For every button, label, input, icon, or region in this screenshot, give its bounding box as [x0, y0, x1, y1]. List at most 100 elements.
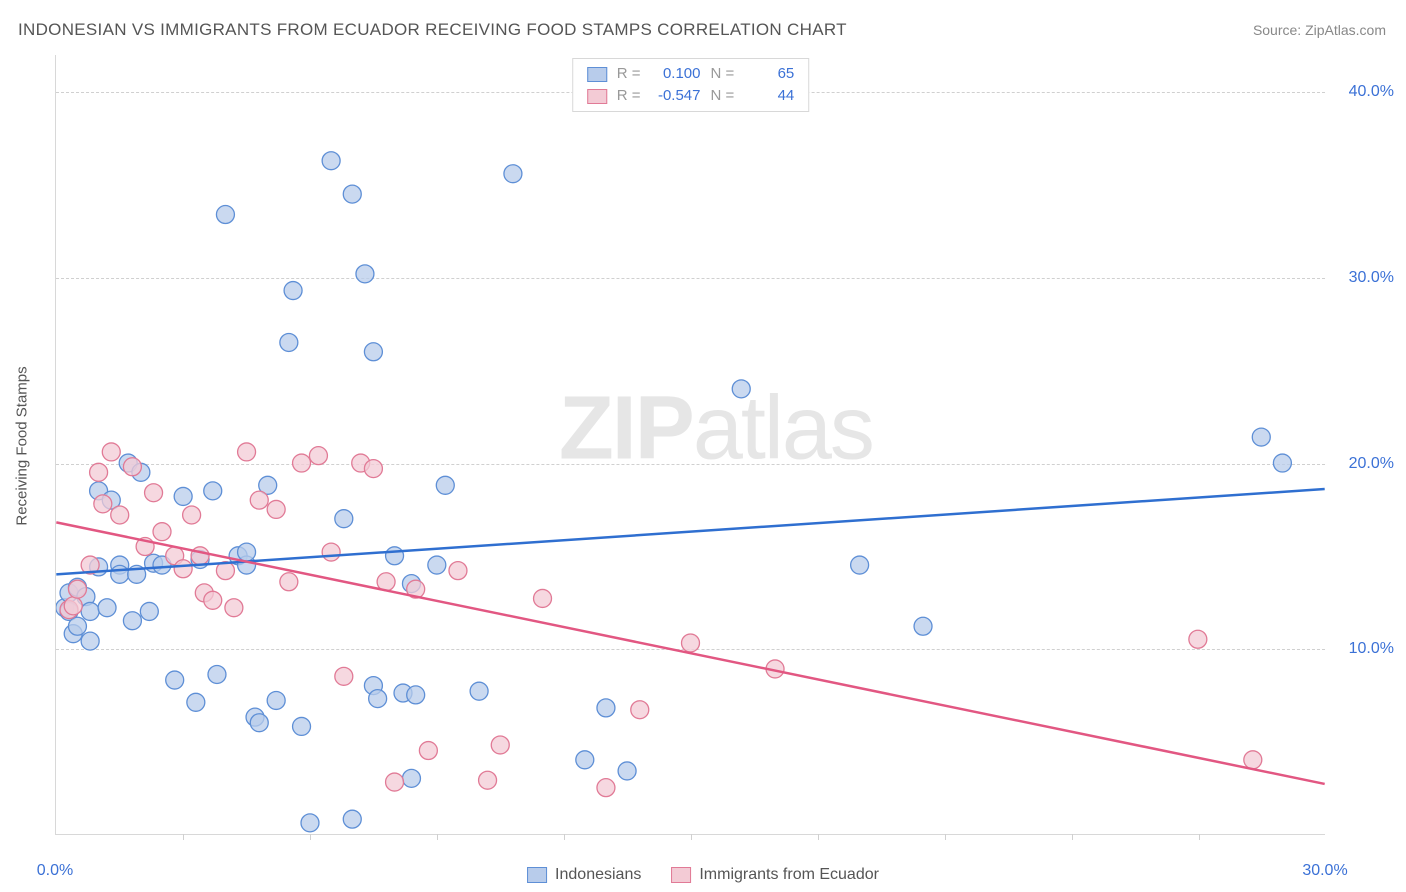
scatter-point-indonesians [504, 165, 522, 183]
chart-svg [56, 55, 1325, 834]
scatter-point-indonesians [428, 556, 446, 574]
scatter-point-indonesians [267, 691, 285, 709]
scatter-point-ecuador [364, 460, 382, 478]
scatter-point-ecuador [280, 573, 298, 591]
scatter-point-indonesians [470, 682, 488, 700]
scatter-point-indonesians [301, 814, 319, 832]
source-label: Source: ZipAtlas.com [1253, 22, 1386, 38]
r-value: -0.547 [651, 85, 701, 107]
x-tick [1199, 834, 1200, 840]
scatter-point-ecuador [386, 773, 404, 791]
x-tick-label: 0.0% [37, 862, 73, 880]
y-tick-label: 10.0% [1349, 640, 1394, 658]
scatter-point-indonesians [174, 487, 192, 505]
scatter-point-indonesians [68, 617, 86, 635]
scatter-point-ecuador [322, 543, 340, 561]
scatter-point-ecuador [267, 500, 285, 518]
swatch-indonesians [587, 67, 607, 82]
scatter-point-indonesians [98, 599, 116, 617]
stats-row-ecuador: R = -0.547 N = 44 [587, 85, 795, 107]
scatter-point-indonesians [123, 612, 141, 630]
scatter-point-indonesians [369, 690, 387, 708]
scatter-point-ecuador [174, 560, 192, 578]
scatter-point-indonesians [81, 602, 99, 620]
r-value: 0.100 [651, 63, 701, 85]
scatter-point-ecuador [111, 506, 129, 524]
scatter-point-indonesians [216, 206, 234, 224]
scatter-point-ecuador [153, 523, 171, 541]
scatter-point-ecuador [145, 484, 163, 502]
n-label: N = [711, 85, 735, 107]
scatter-point-indonesians [111, 565, 129, 583]
scatter-point-indonesians [335, 510, 353, 528]
r-label: R = [617, 63, 641, 85]
scatter-point-ecuador [491, 736, 509, 754]
scatter-point-indonesians [851, 556, 869, 574]
legend-label: Indonesians [555, 866, 641, 884]
scatter-point-ecuador [250, 491, 268, 509]
scatter-point-indonesians [914, 617, 932, 635]
scatter-point-indonesians [140, 602, 158, 620]
r-label: R = [617, 85, 641, 107]
stats-row-indonesians: R = 0.100 N = 65 [587, 63, 795, 85]
y-axis-label: Receiving Food Stamps [14, 366, 31, 525]
scatter-point-ecuador [64, 597, 82, 615]
x-tick [818, 834, 819, 840]
scatter-point-ecuador [238, 443, 256, 461]
scatter-point-ecuador [597, 779, 615, 797]
y-tick-label: 30.0% [1349, 269, 1394, 287]
scatter-point-indonesians [280, 333, 298, 351]
scatter-point-ecuador [479, 771, 497, 789]
scatter-point-indonesians [250, 714, 268, 732]
x-tick [945, 834, 946, 840]
scatter-point-indonesians [576, 751, 594, 769]
n-label: N = [711, 63, 735, 85]
swatch-ecuador [587, 89, 607, 104]
scatter-point-indonesians [618, 762, 636, 780]
x-tick [437, 834, 438, 840]
scatter-point-indonesians [436, 476, 454, 494]
scatter-point-indonesians [343, 810, 361, 828]
scatter-point-ecuador [90, 463, 108, 481]
scatter-point-indonesians [293, 717, 311, 735]
scatter-point-ecuador [225, 599, 243, 617]
x-tick [183, 834, 184, 840]
scatter-point-ecuador [293, 454, 311, 472]
scatter-point-indonesians [597, 699, 615, 717]
y-tick-label: 20.0% [1349, 455, 1394, 473]
scatter-point-ecuador [68, 580, 86, 598]
scatter-point-ecuador [419, 742, 437, 760]
stats-legend: R = 0.100 N = 65 R = -0.547 N = 44 [572, 58, 810, 112]
scatter-point-indonesians [204, 482, 222, 500]
scatter-point-ecuador [335, 667, 353, 685]
scatter-point-ecuador [449, 562, 467, 580]
scatter-point-ecuador [682, 634, 700, 652]
scatter-point-indonesians [407, 686, 425, 704]
scatter-point-indonesians [356, 265, 374, 283]
scatter-point-ecuador [183, 506, 201, 524]
scatter-point-indonesians [1273, 454, 1291, 472]
scatter-point-indonesians [187, 693, 205, 711]
x-tick-label: 30.0% [1302, 862, 1347, 880]
swatch-ecuador [671, 867, 691, 883]
n-value: 44 [744, 85, 794, 107]
scatter-point-indonesians [1252, 428, 1270, 446]
scatter-point-ecuador [204, 591, 222, 609]
x-tick [1072, 834, 1073, 840]
scatter-point-ecuador [534, 589, 552, 607]
scatter-point-ecuador [631, 701, 649, 719]
scatter-point-indonesians [166, 671, 184, 689]
legend-item-indonesians: Indonesians [527, 866, 641, 884]
scatter-point-indonesians [208, 666, 226, 684]
scatter-point-indonesians [343, 185, 361, 203]
x-tick [310, 834, 311, 840]
scatter-point-indonesians [238, 543, 256, 561]
scatter-point-indonesians [81, 632, 99, 650]
y-tick-label: 40.0% [1349, 83, 1394, 101]
series-legend: Indonesians Immigrants from Ecuador [527, 866, 879, 884]
scatter-point-indonesians [732, 380, 750, 398]
scatter-point-ecuador [1189, 630, 1207, 648]
scatter-point-indonesians [364, 343, 382, 361]
swatch-indonesians [527, 867, 547, 883]
scatter-point-ecuador [94, 495, 112, 513]
